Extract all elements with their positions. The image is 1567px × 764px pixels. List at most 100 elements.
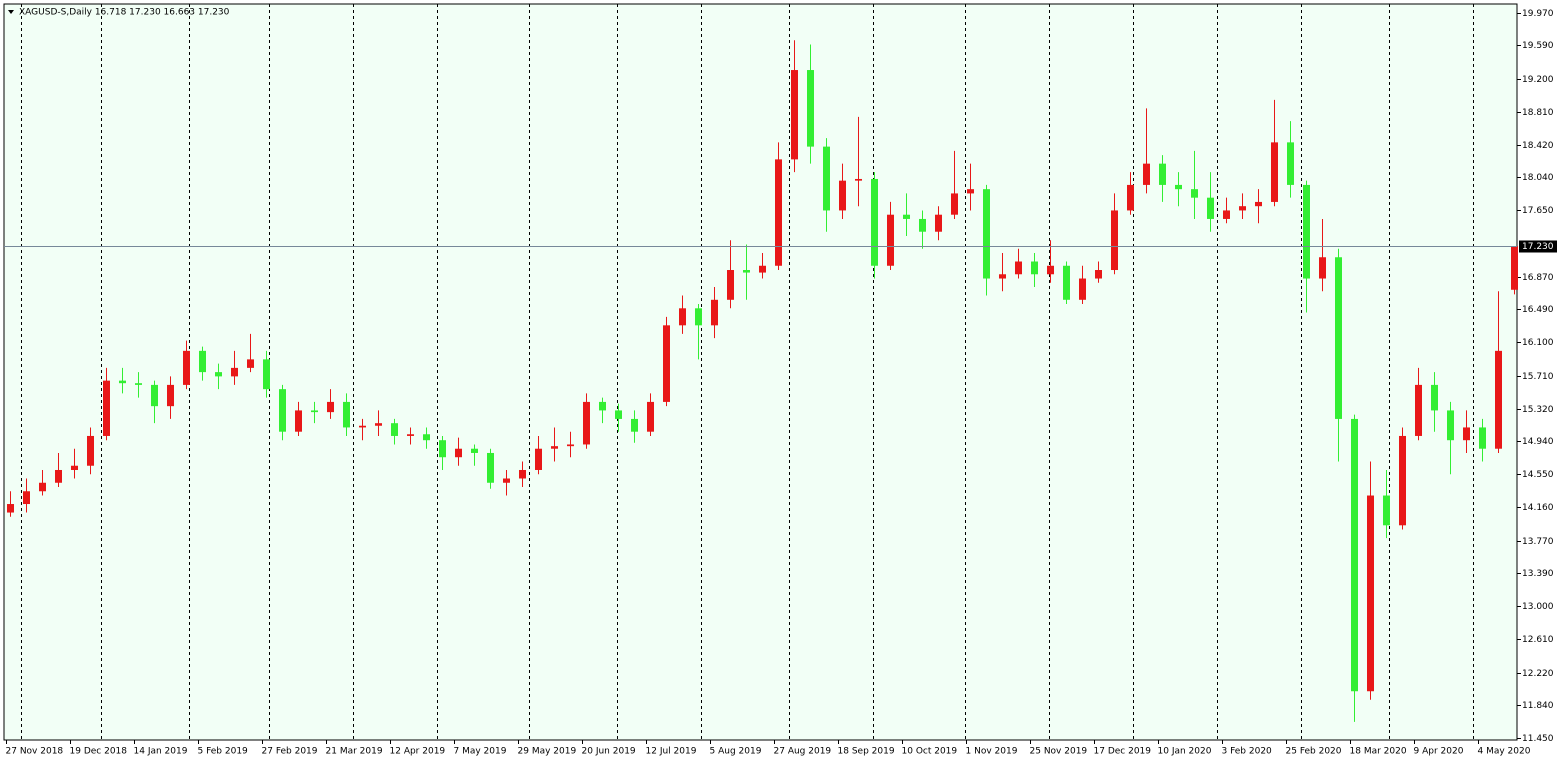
- candle-body: [87, 435, 94, 466]
- candle-body: [583, 401, 590, 445]
- y-tick-label: 13.000: [1522, 602, 1554, 612]
- candle-body: [855, 178, 862, 181]
- candle-body: [1207, 197, 1214, 219]
- candle-body: [1447, 410, 1454, 441]
- x-tick-label: 27 Feb 2019: [262, 747, 318, 757]
- candle-body: [71, 465, 78, 470]
- x-tick-label: 3 Feb 2020: [1222, 747, 1273, 757]
- candle-body: [535, 448, 542, 470]
- y-tick-label: 18.420: [1522, 141, 1554, 151]
- y-tick-label: 17.650: [1522, 206, 1554, 216]
- candle-body: [663, 325, 670, 402]
- candle-body: [7, 504, 14, 513]
- chart-header: XAGUSD-S,Daily 16.718 17.230 16.663 17.2…: [19, 8, 230, 18]
- y-tick-label: 16.100: [1522, 338, 1554, 348]
- x-tick-label: 19 Dec 2018: [70, 747, 128, 757]
- x-tick-label: 9 Apr 2020: [1414, 747, 1464, 757]
- candle-body: [999, 274, 1006, 279]
- y-tick-label: 12.610: [1522, 635, 1554, 645]
- last-price-label: 17.230: [1522, 242, 1554, 252]
- x-tick-label: 7 May 2019: [454, 747, 507, 757]
- y-tick-label: 14.160: [1522, 503, 1554, 513]
- candle-body: [1239, 206, 1246, 211]
- y-tick-label: 14.940: [1522, 437, 1554, 447]
- candle-body: [503, 478, 510, 483]
- candle-body: [1143, 163, 1150, 185]
- candle-body: [727, 270, 734, 300]
- candle-body: [919, 218, 926, 232]
- x-tick-label: 21 Mar 2019: [326, 747, 383, 757]
- candle-body: [775, 159, 782, 266]
- candle-body: [567, 444, 574, 447]
- candle-body: [695, 308, 702, 326]
- x-tick-label: 10 Jan 2020: [1158, 747, 1212, 757]
- candle-body: [983, 189, 990, 279]
- candle-body: [1335, 257, 1342, 419]
- x-tick-label: 12 Apr 2019: [390, 747, 446, 757]
- x-tick-label: 4 May 2020: [1478, 747, 1531, 757]
- candle-body: [375, 423, 382, 426]
- x-tick-label: 20 Jun 2019: [582, 747, 636, 757]
- menu-arrow: [8, 10, 14, 14]
- candle-body: [23, 491, 30, 505]
- y-tick-label: 19.200: [1522, 75, 1554, 85]
- candle-body: [935, 214, 942, 232]
- candle-body: [343, 401, 350, 428]
- candle-body: [967, 189, 974, 194]
- x-tick-label: 1 Nov 2019: [966, 747, 1018, 757]
- candle-body: [615, 410, 622, 419]
- y-tick-label: 19.590: [1522, 41, 1554, 51]
- y-tick-label: 18.040: [1522, 173, 1554, 183]
- x-tick-label: 12 Jul 2019: [646, 747, 697, 757]
- candle-body: [39, 482, 46, 492]
- candle-body: [455, 448, 462, 458]
- candle-body: [1063, 265, 1070, 300]
- x-tick-label: 29 May 2019: [518, 747, 577, 757]
- candle-body: [135, 383, 142, 385]
- layers: 19.970 19.590 19.200 18.810 18.420 18.040 17.6…: [4, 4, 1554, 757]
- candle-body: [791, 70, 798, 160]
- x-tick-label: 18 Sep 2019: [838, 747, 895, 757]
- candle-body: [439, 440, 446, 458]
- candle-body: [199, 350, 206, 373]
- y-tick-label: 12.220: [1522, 669, 1554, 679]
- candle-body: [1111, 210, 1118, 271]
- x-tick-label: 17 Dec 2019: [1094, 747, 1152, 757]
- candle-body: [487, 452, 494, 483]
- candle-body: [1287, 142, 1294, 185]
- candle-body: [1175, 184, 1182, 190]
- candle-body: [1271, 142, 1278, 202]
- candle-body: [1479, 427, 1486, 449]
- candle-body: [1383, 495, 1390, 526]
- candle-body: [1463, 427, 1470, 441]
- candle-body: [1095, 270, 1102, 279]
- y-tick-label: 19.970: [1522, 9, 1554, 19]
- candle-body: [871, 178, 878, 266]
- candle-body: [647, 401, 654, 432]
- y-tick-label: 14.550: [1522, 470, 1554, 480]
- y-tick-label: 18.810: [1522, 108, 1554, 118]
- plot-area: [3, 3, 1518, 741]
- candle-body: [887, 214, 894, 266]
- candle-body: [1367, 495, 1374, 692]
- x-tick-label: 25 Feb 2020: [1286, 747, 1342, 757]
- x-tick-label: 25 Nov 2019: [1030, 747, 1088, 757]
- candle-body: [215, 372, 222, 377]
- x-tick-label: 27 Aug 2019: [774, 747, 832, 757]
- candle-body: [1431, 384, 1438, 411]
- candle-body: [1191, 189, 1198, 198]
- candle-body: [103, 380, 110, 436]
- y-tick-label: 16.490: [1522, 305, 1554, 315]
- candle-body: [631, 418, 638, 432]
- candle-body: [1047, 265, 1054, 275]
- candle-body: [1159, 163, 1166, 185]
- candle-body: [407, 434, 414, 436]
- y-tick-label: 13.770: [1522, 537, 1554, 547]
- candle-body: [711, 299, 718, 326]
- candle-body: [391, 423, 398, 436]
- candle-body: [839, 180, 846, 211]
- candle-body: [951, 193, 958, 215]
- candle-body: [151, 384, 158, 407]
